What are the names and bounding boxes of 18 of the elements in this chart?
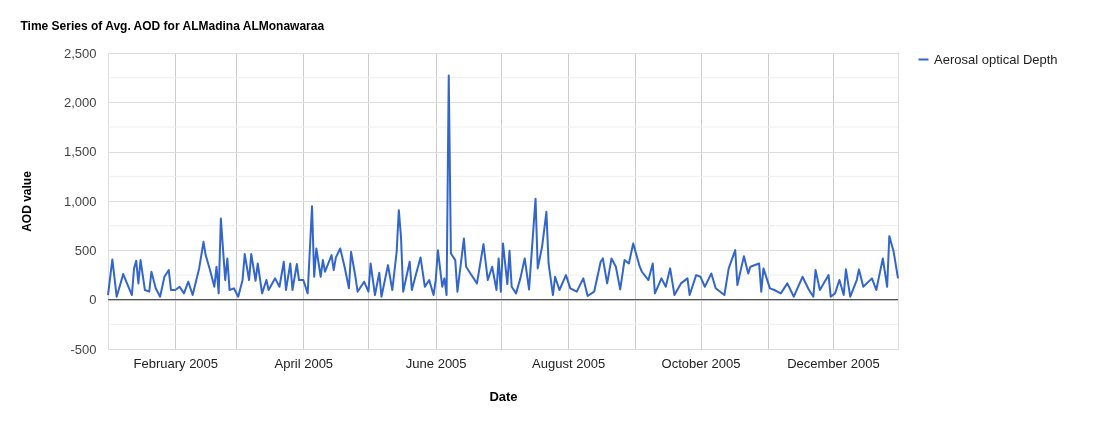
y-tick-label: 2,500	[63, 45, 97, 61]
y-tick-label: 0	[89, 292, 97, 308]
chart-title: Time Series of Avg. AOD for ALMadina ALMonawaraa	[20, 19, 325, 33]
x-tick-label: June 2005	[405, 355, 467, 371]
y-tick-label: -500	[70, 341, 97, 357]
legend-label: Aerosal optical Depth	[934, 51, 1058, 67]
y-axis-title: AOD value	[19, 170, 34, 232]
y-tick-label: 1,000	[63, 193, 97, 209]
x-tick-label: April 2005	[274, 355, 334, 371]
x-tick-label: August 2005	[532, 355, 606, 371]
y-tick-label: 2,000	[63, 94, 97, 110]
x-tick-label: February 2005	[133, 355, 219, 371]
y-tick-label: 1,500	[63, 144, 97, 160]
x-tick-label: October 2005	[661, 355, 741, 371]
line-series	[107, 74, 899, 298]
y-tick-label: 500	[74, 242, 97, 258]
x-axis-title: Date	[489, 388, 518, 404]
x-tick-label: December 2005	[787, 355, 880, 371]
